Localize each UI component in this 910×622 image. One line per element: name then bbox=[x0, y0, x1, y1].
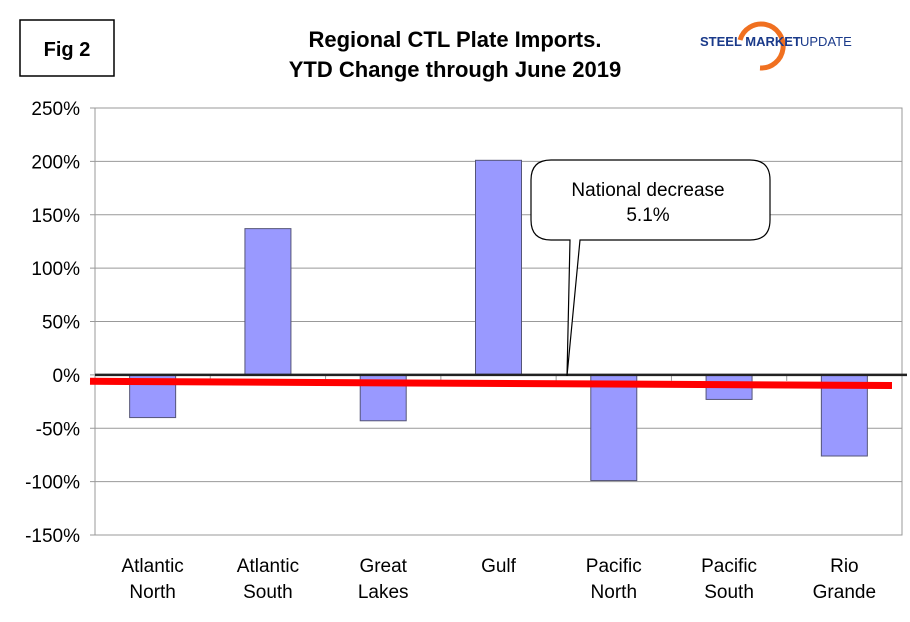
callout-value: 5.1% bbox=[626, 205, 669, 226]
x-tick-label: South bbox=[243, 582, 293, 603]
x-tick-label: North bbox=[591, 582, 637, 603]
x-tick-label: Grande bbox=[813, 582, 876, 603]
plot-border bbox=[94, 107, 903, 536]
bar bbox=[590, 374, 638, 482]
x-tick-label: South bbox=[704, 582, 754, 603]
y-tick-label: 0% bbox=[53, 366, 81, 387]
logo-swoosh-icon bbox=[737, 21, 786, 71]
y-tick-label: -150% bbox=[25, 526, 80, 547]
x-tick-label: Gulf bbox=[481, 556, 517, 577]
bar bbox=[244, 228, 292, 376]
national-change-line bbox=[89, 377, 893, 390]
x-tick-label: Atlantic bbox=[237, 556, 299, 577]
y-tick-label: -50% bbox=[36, 419, 80, 440]
bar bbox=[475, 159, 522, 376]
x-tick-label: Lakes bbox=[358, 582, 409, 603]
callout-label: National decrease bbox=[571, 180, 724, 201]
chart-title-line: Regional CTL Plate Imports. bbox=[309, 27, 602, 52]
y-tick-label: 50% bbox=[42, 313, 80, 334]
y-tick-label: 150% bbox=[31, 206, 80, 227]
fig-label-box bbox=[19, 19, 115, 77]
x-tick-label: Great bbox=[359, 556, 407, 577]
x-tick-label: Rio bbox=[830, 556, 859, 577]
callout-bubble bbox=[530, 159, 771, 377]
logo-text: STEEL MARKET bbox=[700, 34, 801, 49]
y-tick-label: 100% bbox=[31, 259, 80, 280]
logo-text-light: UPDATE bbox=[800, 34, 852, 49]
x-tick-label: North bbox=[129, 582, 175, 603]
fig-label: Fig 2 bbox=[44, 39, 91, 61]
y-tick-label: 200% bbox=[31, 152, 80, 173]
x-tick-label: Atlantic bbox=[121, 556, 183, 577]
y-tick-label: -100% bbox=[25, 473, 80, 494]
x-tick-label: Pacific bbox=[701, 556, 757, 577]
chart-title-line: YTD Change through June 2019 bbox=[289, 57, 622, 82]
x-tick-label: Pacific bbox=[586, 556, 642, 577]
y-tick-label: 250% bbox=[31, 99, 80, 120]
